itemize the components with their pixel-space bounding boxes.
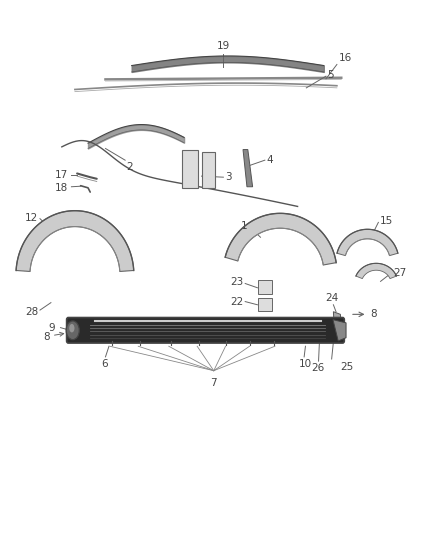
Polygon shape xyxy=(333,320,346,341)
Text: 8: 8 xyxy=(43,332,50,342)
Text: 7: 7 xyxy=(210,378,217,388)
Text: 8: 8 xyxy=(371,309,377,319)
Text: 15: 15 xyxy=(380,216,393,227)
Text: 5: 5 xyxy=(327,70,334,80)
Text: 24: 24 xyxy=(325,293,338,303)
Ellipse shape xyxy=(69,324,74,333)
Bar xyxy=(258,298,272,311)
Text: 1: 1 xyxy=(240,221,247,231)
FancyBboxPatch shape xyxy=(67,318,344,343)
Text: 4: 4 xyxy=(266,155,273,165)
Polygon shape xyxy=(356,263,396,279)
Text: 6: 6 xyxy=(101,359,108,369)
Text: 23: 23 xyxy=(230,278,244,287)
Text: 10: 10 xyxy=(299,359,312,369)
Polygon shape xyxy=(16,211,134,271)
Bar xyxy=(182,150,198,188)
Text: 26: 26 xyxy=(311,364,324,373)
Text: 3: 3 xyxy=(225,172,232,182)
Polygon shape xyxy=(337,229,398,256)
Text: 27: 27 xyxy=(393,268,406,278)
Polygon shape xyxy=(333,312,342,336)
Text: 28: 28 xyxy=(25,306,38,317)
Text: 9: 9 xyxy=(49,322,55,333)
Polygon shape xyxy=(225,213,336,265)
Bar xyxy=(258,280,272,294)
Text: 16: 16 xyxy=(339,53,352,63)
Ellipse shape xyxy=(66,321,79,340)
Text: 17: 17 xyxy=(55,170,68,180)
Text: 25: 25 xyxy=(340,362,353,372)
Text: 12: 12 xyxy=(25,213,38,223)
Polygon shape xyxy=(243,150,253,187)
Text: 19: 19 xyxy=(217,41,230,51)
Text: 18: 18 xyxy=(55,183,68,193)
Text: 2: 2 xyxy=(127,162,133,172)
Text: 22: 22 xyxy=(230,296,244,306)
Bar xyxy=(201,152,215,188)
